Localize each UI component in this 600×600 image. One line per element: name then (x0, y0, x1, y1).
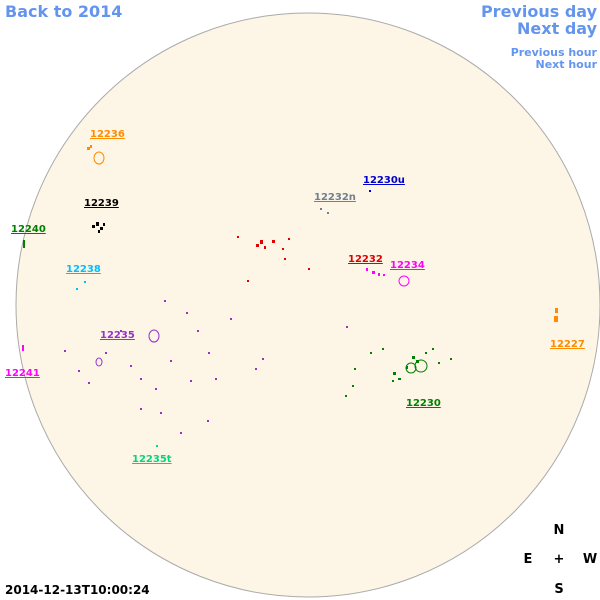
spots-12238 (76, 281, 86, 290)
spots-12239 (92, 222, 105, 233)
spots-12234 (366, 268, 385, 276)
spot (22, 345, 24, 351)
spot-outline (95, 357, 103, 367)
region-label[interactable]: 12238 (66, 264, 101, 275)
region-label[interactable]: 12232 (348, 254, 383, 265)
region-label[interactable]: 12241 (5, 368, 40, 379)
region-label[interactable]: 12232n (314, 192, 356, 203)
previous-hour-link[interactable]: Previous hour (511, 46, 598, 59)
spot-outline (405, 362, 417, 374)
spots-12232n (320, 208, 329, 214)
compass: N E + W S (524, 523, 598, 597)
solar-disc (15, 12, 600, 598)
back-link[interactable]: Back to 2014 (5, 2, 122, 21)
compass-east: E (524, 552, 533, 567)
spot (156, 445, 158, 447)
region-label[interactable]: 12234 (390, 260, 425, 271)
spots-12227 (554, 308, 558, 322)
sunspots (22, 145, 558, 447)
previous-day-link[interactable]: Previous day (481, 2, 598, 21)
compass-west: W (583, 552, 597, 567)
region-label[interactable]: 12230u (363, 175, 405, 186)
spots-12235 (64, 300, 348, 434)
region-label[interactable]: 12236 (90, 129, 125, 140)
spot-outline (93, 151, 105, 165)
region-label[interactable]: 12230 (406, 398, 441, 409)
compass-south: S (554, 582, 563, 597)
spot-outline (414, 359, 428, 373)
spots-12236 (87, 145, 92, 150)
region-label[interactable]: 12235t (132, 454, 172, 465)
region-labels: 12236 12239 12240 12238 12235 12241 1223… (5, 129, 585, 465)
spot (369, 190, 371, 192)
region-label[interactable]: 12240 (11, 224, 46, 235)
spot-outline (398, 275, 410, 287)
next-hour-link[interactable]: Next hour (536, 58, 598, 71)
region-label[interactable]: 12239 (84, 198, 119, 209)
region-label[interactable]: 12235 (100, 330, 135, 341)
compass-center: + (554, 552, 565, 567)
timestamp: 2014-12-13T10:00:24 (5, 583, 150, 597)
region-label[interactable]: 12227 (550, 339, 585, 350)
next-day-link[interactable]: Next day (517, 19, 598, 38)
compass-north: N (554, 523, 565, 538)
spot-outline (148, 329, 160, 343)
spot (23, 240, 25, 248)
spots-12232 (237, 236, 310, 282)
